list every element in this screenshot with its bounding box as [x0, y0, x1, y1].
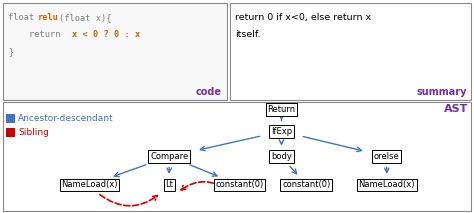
Text: return 0 if x<0, else return x: return 0 if x<0, else return x [235, 13, 371, 22]
Text: Sibling: Sibling [18, 128, 49, 137]
Text: code: code [196, 87, 222, 97]
Text: NameLoad(x): NameLoad(x) [61, 180, 118, 189]
Text: Ancestor-descendant: Ancestor-descendant [18, 114, 114, 123]
Text: constant(0): constant(0) [282, 180, 330, 189]
Text: return: return [8, 30, 66, 39]
Text: orelse: orelse [374, 152, 400, 161]
Text: Compare: Compare [150, 152, 188, 161]
Text: Lt: Lt [165, 180, 173, 189]
FancyBboxPatch shape [3, 102, 471, 211]
Text: (float x){: (float x){ [59, 13, 111, 22]
Text: float: float [8, 13, 39, 22]
Text: AST: AST [444, 104, 468, 114]
Text: Return: Return [267, 105, 295, 114]
FancyBboxPatch shape [230, 3, 471, 100]
Text: itself.: itself. [235, 30, 261, 39]
Text: NameLoad(x): NameLoad(x) [358, 180, 415, 189]
FancyBboxPatch shape [3, 3, 227, 100]
Bar [6, 128, 15, 137]
Bar [6, 114, 15, 123]
Text: body: body [271, 152, 292, 161]
Text: summary: summary [417, 87, 467, 97]
Text: x < 0 ? 0 : x: x < 0 ? 0 : x [72, 30, 140, 39]
Text: }: } [8, 47, 13, 56]
Text: constant(0): constant(0) [215, 180, 264, 189]
Text: IfExp: IfExp [271, 127, 292, 136]
Text: relu: relu [38, 13, 59, 22]
